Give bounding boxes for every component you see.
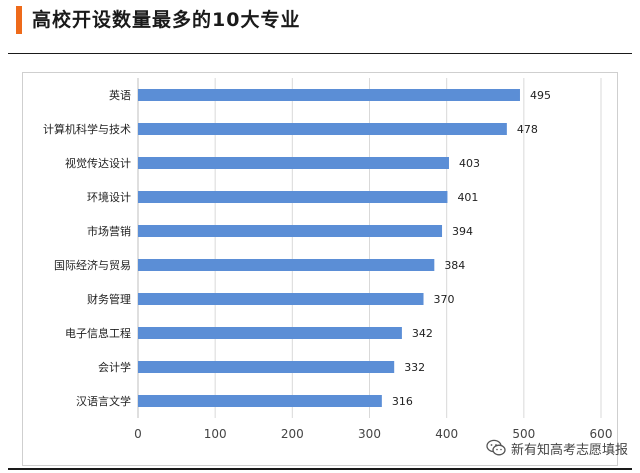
x-tick-label: 0 [134,427,142,441]
bar [138,361,395,373]
x-tick-label: 200 [281,427,304,441]
bar [138,225,443,237]
x-tick-label: 100 [204,427,227,441]
bar [138,123,507,135]
bar [138,89,520,101]
watermark-text: 新有知高考志愿填报 [510,442,628,458]
page-title: 高校开设数量最多的10大专业 [32,9,301,31]
data-label: 384 [444,259,465,272]
chart-frame: 0 100 200 300 400 500 600 英语 495 计算机科学与技术 478 视觉传达设… [22,72,618,466]
bottom-divider [8,468,632,470]
data-label: 401 [457,191,478,204]
category-label: 视觉传达设计 [65,156,131,170]
category-label: 环境设计 [87,190,131,204]
category-label: 电子信息工程 [65,326,131,340]
category-label: 计算机科学与技术 [43,122,131,136]
title-accent-bar [16,6,22,34]
category-label: 汉语言文学 [76,394,131,408]
bar [138,293,424,305]
title-divider [8,53,632,54]
category-label: 英语 [109,88,131,102]
x-tick-label: 600 [590,427,613,441]
data-label: 403 [459,157,480,170]
category-label: 国际经济与贸易 [54,258,131,272]
bar [138,395,382,407]
data-label: 332 [404,361,425,374]
category-label: 财务管理 [87,292,131,306]
bar-chart: 0 100 200 300 400 500 600 英语 495 计算机科学与技术 478 视觉传达设… [43,78,613,441]
bar [138,259,435,271]
data-label: 342 [412,327,433,340]
data-label: 316 [392,395,413,408]
data-label: 495 [530,89,551,102]
wechat-icon [486,439,506,456]
data-label: 394 [452,225,473,238]
bar [138,191,448,203]
category-label: 市场营销 [87,224,131,238]
category-label: 会计学 [98,360,131,374]
x-tick-label: 300 [358,427,381,441]
x-tick-label: 500 [512,427,535,441]
bar [138,327,402,339]
data-label: 370 [434,293,455,306]
bar [138,157,449,169]
x-tick-label: 400 [435,427,458,441]
data-label: 478 [517,123,538,136]
watermark: 新有知高考志愿填报 [486,437,628,459]
